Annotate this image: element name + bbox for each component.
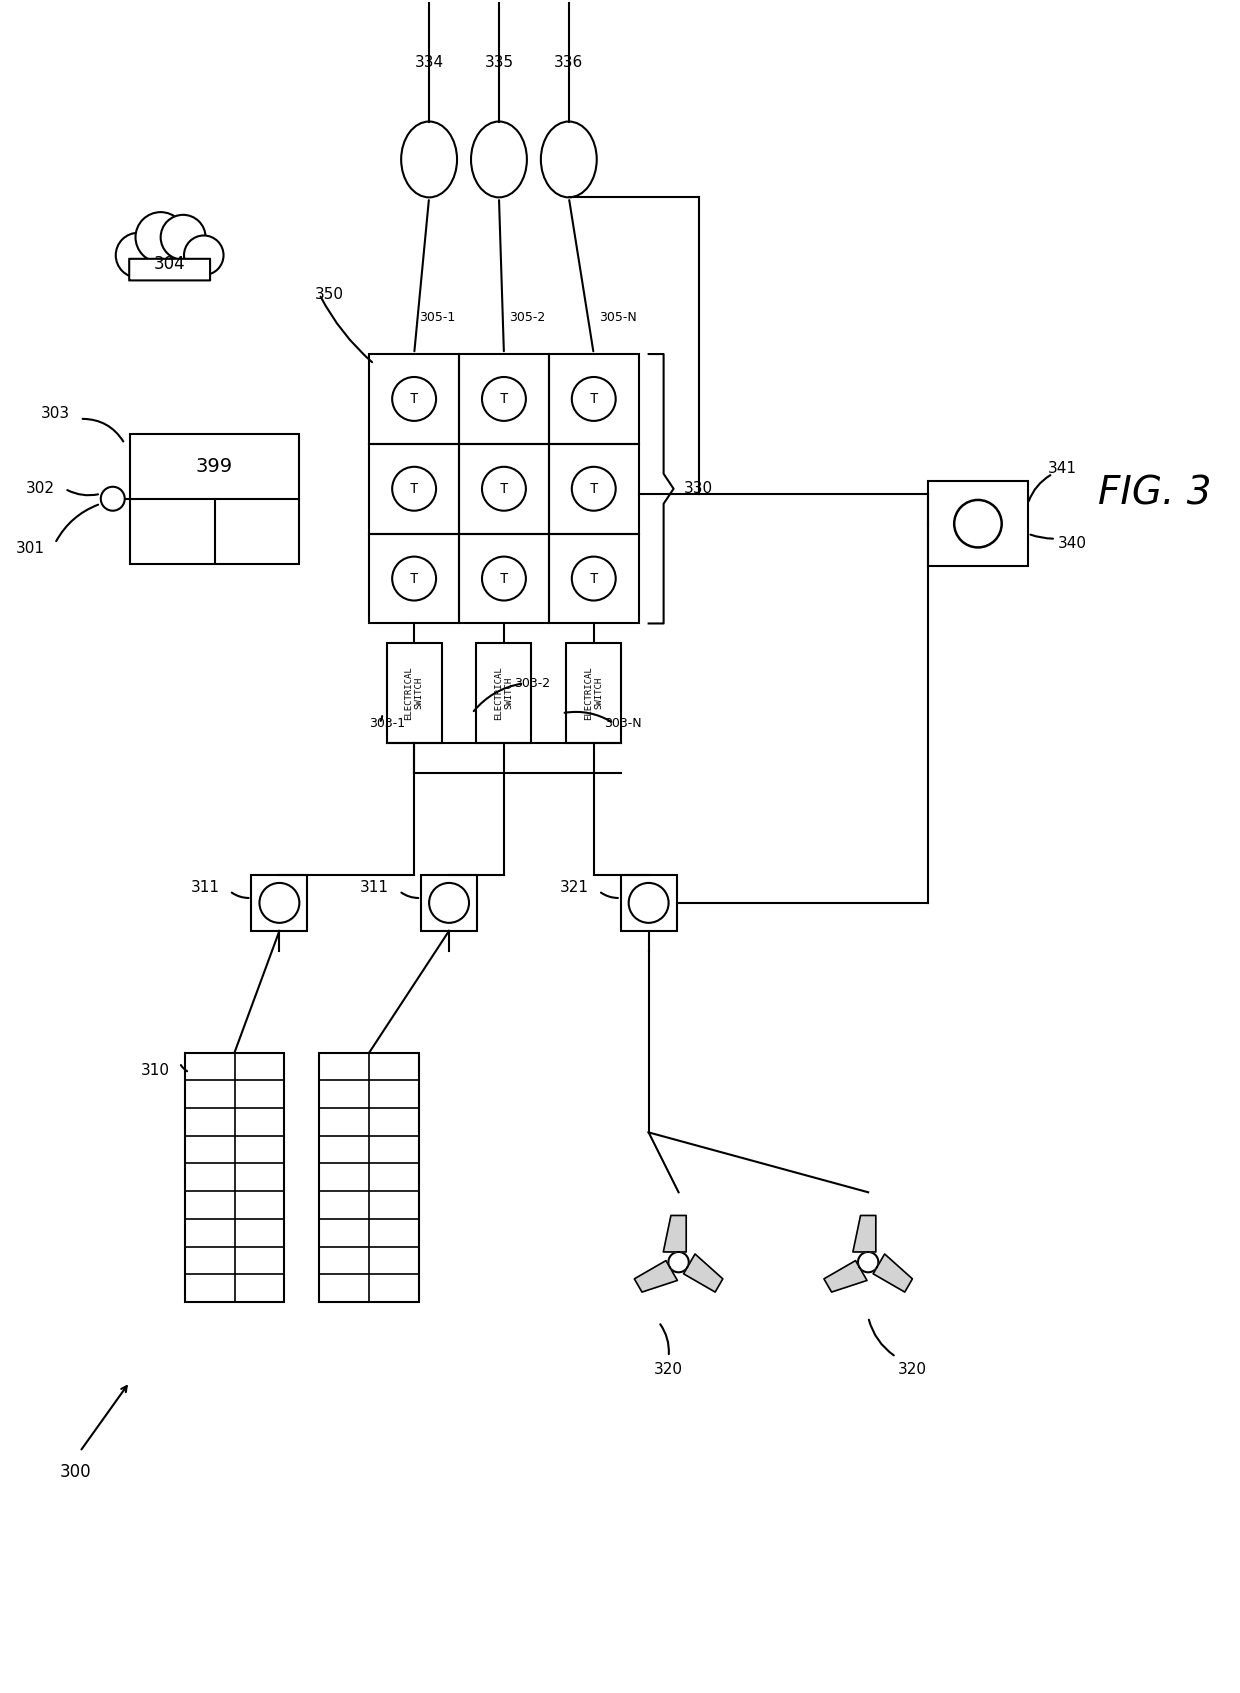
Text: FIG. 3: FIG. 3 (1097, 474, 1211, 513)
Text: 321: 321 (559, 880, 589, 896)
Circle shape (135, 212, 186, 262)
Text: T: T (410, 393, 418, 406)
Text: ELECTRICAL
SWITCH: ELECTRICAL SWITCH (404, 667, 424, 720)
Text: 320: 320 (898, 1361, 928, 1376)
FancyBboxPatch shape (129, 256, 210, 281)
Text: T: T (500, 572, 508, 586)
Text: 305-2: 305-2 (508, 312, 546, 323)
Bar (387, 643, 441, 743)
Text: 303: 303 (41, 406, 69, 422)
Circle shape (100, 488, 125, 511)
Text: 350: 350 (314, 286, 343, 301)
Text: 399: 399 (196, 457, 233, 476)
Polygon shape (873, 1255, 913, 1292)
Polygon shape (663, 1216, 686, 1251)
Bar (567, 643, 621, 743)
Bar (252, 875, 308, 931)
Text: 310: 310 (140, 1063, 170, 1077)
Bar (928, 481, 1028, 565)
Text: T: T (410, 483, 418, 496)
Text: T: T (410, 572, 418, 586)
Bar (130, 433, 299, 564)
Text: 330: 330 (683, 481, 713, 496)
Text: T: T (589, 393, 598, 406)
Circle shape (161, 215, 206, 259)
Circle shape (115, 234, 161, 278)
Text: 311: 311 (191, 880, 219, 896)
Text: 302: 302 (26, 481, 55, 496)
Bar (370, 354, 459, 444)
FancyBboxPatch shape (129, 259, 210, 281)
Polygon shape (823, 1261, 867, 1292)
Bar (476, 643, 532, 743)
Bar (549, 354, 639, 444)
Bar (459, 444, 549, 533)
Text: ELECTRICAL
SWITCH: ELECTRICAL SWITCH (495, 667, 513, 720)
Text: 320: 320 (653, 1361, 683, 1376)
Text: T: T (589, 483, 598, 496)
Bar (185, 1053, 284, 1302)
Text: 304: 304 (154, 256, 186, 273)
Polygon shape (853, 1216, 875, 1251)
Bar (370, 533, 459, 623)
Bar (422, 875, 477, 931)
Text: 334: 334 (414, 54, 444, 69)
Circle shape (184, 235, 223, 274)
Text: 341: 341 (1048, 460, 1076, 476)
Text: 301: 301 (16, 542, 45, 555)
Text: 335: 335 (485, 54, 513, 69)
Text: 336: 336 (554, 54, 584, 69)
Bar (320, 1053, 419, 1302)
Text: T: T (589, 572, 598, 586)
Bar (621, 875, 677, 931)
Bar (459, 354, 549, 444)
Text: 305-1: 305-1 (419, 312, 455, 323)
Text: 303-2: 303-2 (513, 677, 551, 689)
Bar (459, 533, 549, 623)
Text: 303-1: 303-1 (370, 716, 405, 730)
Text: 305-N: 305-N (599, 312, 636, 323)
Text: T: T (500, 483, 508, 496)
Polygon shape (683, 1255, 723, 1292)
Text: 300: 300 (60, 1463, 92, 1481)
Text: 311: 311 (360, 880, 389, 896)
Text: 303-N: 303-N (604, 716, 641, 730)
Polygon shape (635, 1261, 677, 1292)
Text: 340: 340 (1058, 537, 1086, 552)
Bar (549, 533, 639, 623)
Text: ELECTRICAL
SWITCH: ELECTRICAL SWITCH (584, 667, 604, 720)
Text: T: T (500, 393, 508, 406)
Bar (370, 444, 459, 533)
Bar (549, 444, 639, 533)
